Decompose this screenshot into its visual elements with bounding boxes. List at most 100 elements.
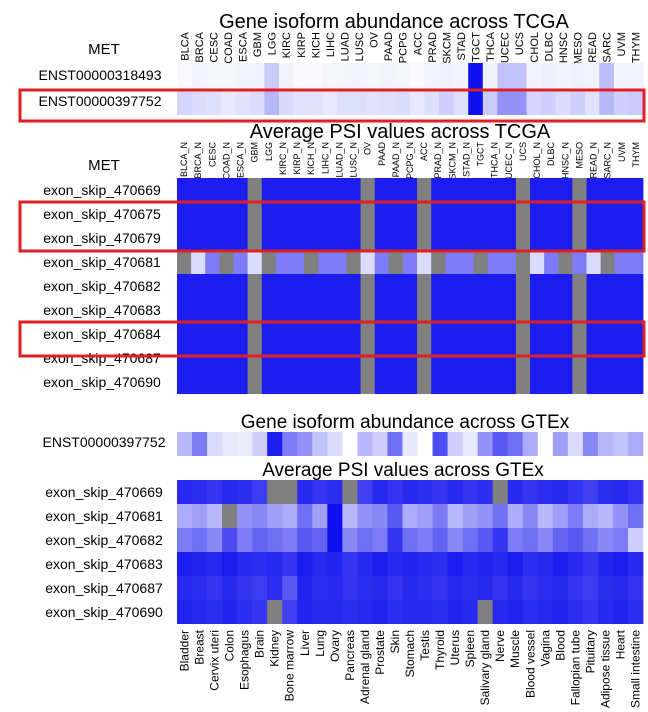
tcga-isoform-cell (628, 63, 644, 89)
tcga-psi-row-label: exon_skip_470684 (43, 326, 161, 342)
tcga-psi-col-label: BRCA_N (193, 142, 203, 179)
tcga-psi-cell (600, 250, 616, 274)
gtex-psi-cell (507, 600, 524, 624)
tcga-psi-cell (628, 178, 644, 202)
tcga-psi-col-label: KIRP_N (292, 142, 302, 175)
gtex-psi-cell (327, 528, 343, 552)
gtex-psi-cell (267, 504, 283, 528)
tcga-psi-cell (332, 322, 347, 346)
tcga-psi-cell (374, 274, 390, 298)
gtex-psi-cell (282, 600, 298, 624)
tcga-psi-cell (586, 274, 602, 298)
gtex-col-label: Ovary (328, 630, 342, 662)
tcga-isoform-cell (366, 89, 382, 115)
gtex-psi-cell (477, 552, 494, 576)
tcga-psi-cell (247, 298, 263, 322)
tcga-psi-cell (205, 346, 220, 370)
tcga-psi-cell (360, 250, 376, 274)
tcga-psi-cell (289, 226, 305, 250)
tcga-psi-cell (614, 346, 630, 370)
gtex-psi-cell (177, 600, 193, 624)
tcga-isoform-cell (206, 89, 222, 115)
tcga-psi-cell (473, 250, 489, 274)
tcga-psi-cell (275, 202, 291, 226)
gtex-psi-cell (297, 528, 313, 552)
gtex-psi-cell (237, 600, 253, 624)
gtex-psi-cell (432, 552, 448, 576)
gtex-psi-cell (237, 504, 253, 528)
tcga-psi-cell (233, 346, 249, 370)
tcga-isoform-cell (235, 63, 251, 89)
tcga-psi-cell (473, 322, 489, 346)
gtex-psi-cell (552, 552, 569, 576)
tcga-psi-col-label: LUSC_N (349, 142, 359, 178)
tcga-psi-col-label: LGG (264, 142, 274, 161)
tcga-psi-cell (628, 370, 644, 394)
gtex-psi-cell (597, 552, 614, 576)
tcga-isoform-col-label: UCEC (500, 32, 512, 63)
tcga-psi-cell (445, 346, 460, 370)
gtex-psi-cell (312, 480, 328, 504)
gtex-psi-cell (537, 504, 554, 528)
tcga-isoform-cell (439, 89, 455, 115)
gtex-psi-cell (462, 600, 479, 624)
tcga-isoform-cell (511, 63, 527, 89)
tcga-psi-cell (445, 202, 460, 226)
tcga-psi-cell (205, 274, 220, 298)
gtex-psi-cell (552, 528, 569, 552)
tcga-psi-cell (600, 274, 616, 298)
tcga-psi-cell (318, 322, 333, 346)
tcga-psi-cell (233, 226, 249, 250)
tcga-isoform-cell (424, 89, 440, 115)
gtex-psi-cell (387, 480, 403, 504)
highlight-box (18, 88, 646, 123)
gtex-psi-row-label: exon_skip_470682 (45, 532, 163, 548)
gtex-col-label: Kidney (268, 630, 282, 667)
tcga-psi-col-label: LUAD_N (334, 142, 344, 178)
gtex-psi-cell (582, 552, 599, 576)
tcga-isoform-col-label: MESO (572, 32, 584, 65)
tcga-psi-cell (318, 274, 333, 298)
tcga-isoform-col-label: LGG (267, 32, 279, 55)
tcga-psi-cell (614, 202, 630, 226)
tcga-psi-cell (614, 226, 630, 250)
gtex-psi-cell (402, 600, 418, 624)
tcga-isoform-col-label: READ (587, 32, 599, 63)
gtex-psi-cell (207, 576, 223, 600)
tcga-psi-cell (346, 298, 361, 322)
gtex-psi-cell (342, 552, 358, 576)
gtex-psi-cell (192, 600, 208, 624)
tcga-isoform-col-label: BLCA (179, 31, 191, 60)
tcga-psi-cell (459, 346, 474, 370)
tcga-psi-cell (572, 322, 587, 346)
gtex-psi-cell (477, 600, 494, 624)
tcga-psi-cell (318, 346, 333, 370)
tcga-isoform-col-label: ACC (412, 32, 424, 55)
tcga-psi-cell (459, 202, 474, 226)
tcga-psi-cell (544, 346, 559, 370)
tcga-isoform-col-label: LUSC (354, 32, 366, 61)
tcga-psi-cell (530, 202, 545, 226)
tcga-psi-cell (374, 298, 390, 322)
tcga-psi-col-label: CHOL_N (532, 142, 542, 179)
tcga-psi-cell (388, 298, 404, 322)
tcga-psi-cell (388, 202, 404, 226)
gtex-psi-cell (177, 528, 193, 552)
gtex-psi-cell (372, 600, 388, 624)
tcga-psi-cell (600, 346, 616, 370)
gtex-psi-cell (177, 480, 193, 504)
tcga-psi-cell (219, 346, 234, 370)
gtex-psi-cell (462, 480, 479, 504)
tcga-psi-cell (360, 202, 376, 226)
tcga-psi-cell (515, 346, 531, 370)
tcga-psi-cell (459, 370, 474, 394)
gtex-psi-row-label: exon_skip_470687 (45, 580, 163, 596)
tcga-isoform-cell (235, 89, 251, 115)
tcga-isoform-cell (453, 89, 469, 115)
tcga-psi-cell (501, 346, 517, 370)
gtex-psi-cell (507, 576, 524, 600)
gtex-psi-cell (222, 600, 238, 624)
tcga-psi-cell (318, 298, 333, 322)
gtex-psi-cell (417, 576, 433, 600)
tcga-psi-cell (219, 322, 234, 346)
